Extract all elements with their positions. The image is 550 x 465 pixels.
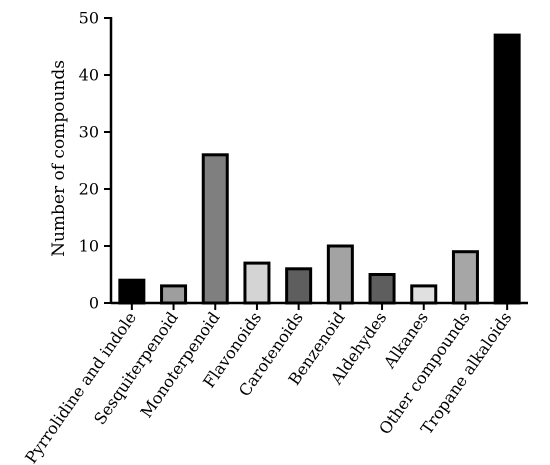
bar — [451, 250, 479, 305]
y-axis-title: Number of compounds — [49, 60, 69, 257]
bar — [118, 278, 146, 305]
bar — [285, 267, 313, 305]
bars — [118, 33, 521, 305]
bar — [326, 244, 354, 305]
bar — [243, 261, 271, 305]
bar — [410, 284, 438, 305]
x-axis: Pyrrolidine and indoleSesquiterpenoidMon… — [21, 301, 528, 465]
bar — [160, 284, 188, 305]
bar — [493, 33, 521, 305]
y-tick-label: 40 — [79, 66, 99, 85]
y-tick-label: 50 — [79, 9, 99, 28]
bar — [368, 273, 396, 305]
y-axis: 0 10 20 30 40 50 — [79, 9, 113, 313]
y-tick-label: 10 — [79, 237, 99, 256]
bar — [201, 153, 229, 305]
y-tick-label: 30 — [79, 123, 99, 142]
y-tick-label: 20 — [79, 180, 99, 199]
y-tick-label: 0 — [89, 294, 99, 313]
